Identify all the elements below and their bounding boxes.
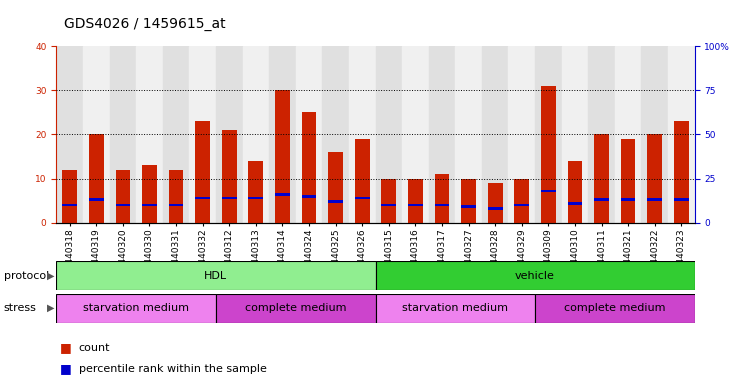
Bar: [169, 204, 183, 206]
Bar: [169, 170, 183, 223]
Bar: [514, 179, 529, 223]
Bar: [588, 46, 615, 223]
Bar: [435, 174, 449, 223]
Bar: [222, 130, 237, 223]
Bar: [89, 134, 104, 223]
Bar: [594, 134, 609, 223]
Bar: [355, 197, 369, 199]
Text: starvation medium: starvation medium: [83, 303, 189, 313]
Bar: [482, 46, 508, 223]
Text: complete medium: complete medium: [245, 303, 346, 313]
Bar: [461, 205, 476, 208]
Bar: [222, 197, 237, 199]
Bar: [382, 179, 396, 223]
Bar: [488, 207, 502, 210]
Bar: [249, 161, 263, 223]
Bar: [243, 46, 269, 223]
Bar: [249, 197, 263, 199]
Bar: [195, 197, 210, 199]
Text: ▶: ▶: [47, 270, 55, 281]
Text: HDL: HDL: [204, 270, 228, 281]
Bar: [674, 199, 689, 201]
Bar: [110, 46, 136, 223]
Bar: [376, 294, 535, 323]
Bar: [514, 204, 529, 206]
Bar: [568, 161, 582, 223]
Bar: [429, 46, 455, 223]
Bar: [328, 152, 343, 223]
Bar: [408, 179, 423, 223]
Text: complete medium: complete medium: [564, 303, 665, 313]
Bar: [302, 112, 316, 223]
Bar: [435, 204, 449, 206]
Text: starvation medium: starvation medium: [403, 303, 508, 313]
Bar: [668, 46, 695, 223]
Bar: [163, 46, 189, 223]
Bar: [275, 90, 290, 223]
Bar: [508, 46, 535, 223]
Bar: [56, 46, 83, 223]
Text: ■: ■: [60, 362, 72, 375]
Bar: [382, 204, 396, 206]
Text: protocol: protocol: [4, 270, 49, 281]
Text: percentile rank within the sample: percentile rank within the sample: [79, 364, 267, 374]
Bar: [275, 193, 290, 196]
Bar: [376, 46, 402, 223]
Bar: [674, 121, 689, 223]
Bar: [142, 204, 157, 206]
Text: count: count: [79, 343, 110, 353]
Bar: [647, 134, 662, 223]
Bar: [296, 46, 322, 223]
Bar: [647, 199, 662, 201]
Bar: [136, 46, 163, 223]
Bar: [541, 86, 556, 223]
Bar: [349, 46, 376, 223]
Bar: [142, 166, 157, 223]
Bar: [541, 190, 556, 192]
Bar: [615, 46, 641, 223]
Bar: [641, 46, 668, 223]
Bar: [355, 139, 369, 223]
Bar: [328, 200, 343, 203]
Bar: [216, 294, 376, 323]
Bar: [376, 261, 695, 290]
Text: ■: ■: [60, 341, 72, 354]
Bar: [89, 199, 104, 201]
Bar: [562, 46, 588, 223]
Text: ▶: ▶: [47, 303, 55, 313]
Bar: [56, 261, 376, 290]
Bar: [535, 294, 695, 323]
Text: GDS4026 / 1459615_at: GDS4026 / 1459615_at: [64, 17, 225, 31]
Bar: [594, 199, 609, 201]
Bar: [62, 170, 77, 223]
Bar: [455, 46, 482, 223]
Bar: [216, 46, 243, 223]
Bar: [56, 294, 216, 323]
Bar: [402, 46, 429, 223]
Bar: [269, 46, 296, 223]
Bar: [568, 202, 582, 205]
Bar: [116, 170, 130, 223]
Bar: [621, 199, 635, 201]
Bar: [408, 204, 423, 206]
Bar: [189, 46, 216, 223]
Text: stress: stress: [4, 303, 37, 313]
Bar: [322, 46, 349, 223]
Bar: [621, 139, 635, 223]
Bar: [83, 46, 110, 223]
Bar: [488, 183, 502, 223]
Bar: [461, 179, 476, 223]
Bar: [535, 46, 562, 223]
Bar: [62, 204, 77, 206]
Bar: [195, 121, 210, 223]
Text: vehicle: vehicle: [515, 270, 555, 281]
Bar: [116, 204, 130, 206]
Bar: [302, 195, 316, 197]
